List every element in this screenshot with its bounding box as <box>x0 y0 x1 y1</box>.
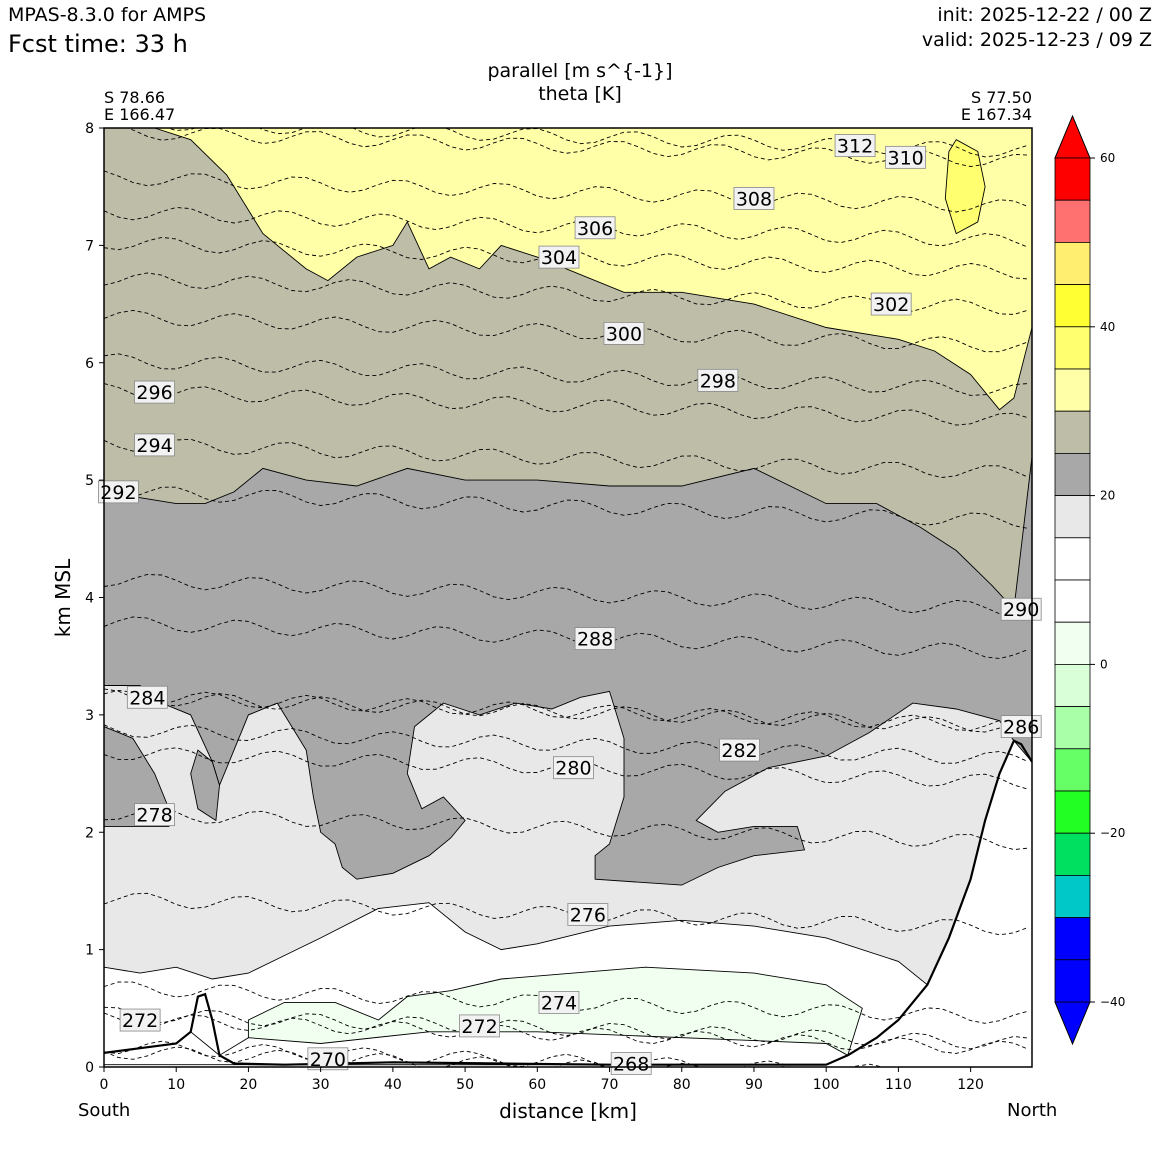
y-tick-label: 4 <box>85 591 94 607</box>
x-tick-label: 0 <box>100 1077 109 1093</box>
theta-label-text: 310 <box>887 147 923 169</box>
colorbar-segment <box>1055 158 1090 200</box>
y-tick-label: 1 <box>85 943 94 959</box>
y-axis-label: km MSL <box>51 558 75 637</box>
theta-label-text: 290 <box>1003 599 1039 621</box>
x-tick-label: 50 <box>456 1077 474 1093</box>
theta-label-text: 280 <box>555 758 591 780</box>
x-tick-label: 120 <box>957 1077 984 1093</box>
theta-label-text: 306 <box>577 218 613 240</box>
colorbar-segment <box>1055 622 1090 664</box>
colorbar-segment <box>1055 200 1090 242</box>
colorbar-segment <box>1055 411 1090 453</box>
colorbar-over-arrow <box>1055 116 1090 158</box>
colorbar: 60 40 20 0 −20 −40 <box>1055 116 1125 1044</box>
x-tick-label: 80 <box>673 1077 691 1093</box>
colorbar-tick-label: −20 <box>1100 826 1125 840</box>
colorbar-segment <box>1055 285 1090 327</box>
theta-label-text: 272 <box>122 1010 158 1032</box>
theta-label-text: 276 <box>570 904 606 926</box>
colorbar-tick-label: 20 <box>1100 489 1115 503</box>
colorbar-segment <box>1055 453 1090 495</box>
theta-label-304: 304 <box>539 246 579 269</box>
colorbar-segment <box>1055 918 1090 960</box>
theta-label-text: 286 <box>1003 717 1039 739</box>
colorbar-segment <box>1055 875 1090 917</box>
theta-label-276: 276 <box>568 903 608 926</box>
colorbar-segment <box>1055 369 1090 411</box>
theta-label-284: 284 <box>127 686 167 709</box>
y-tick-label: 6 <box>85 356 94 372</box>
theta-label-text: 284 <box>129 687 165 709</box>
theta-label-288: 288 <box>575 628 615 651</box>
theta-label-text: 302 <box>873 294 909 316</box>
theta-label-text: 294 <box>136 435 172 457</box>
colorbar-segment <box>1055 749 1090 791</box>
x-tick-label: 70 <box>601 1077 619 1093</box>
colorbar-segment <box>1055 538 1090 580</box>
theta-label-272: 272 <box>460 1015 500 1038</box>
theta-label-290: 290 <box>1001 598 1041 621</box>
y-tick-label: 0 <box>85 1060 94 1076</box>
x-tick-label: 110 <box>885 1077 912 1093</box>
theta-label-text: 296 <box>136 382 172 404</box>
colorbar-segment <box>1055 791 1090 833</box>
y-tick-label: 5 <box>85 473 94 489</box>
colorbar-segment <box>1055 960 1090 1002</box>
colorbar-tick-label: 60 <box>1100 151 1115 165</box>
theta-label-306: 306 <box>575 217 615 240</box>
theta-label-text: 288 <box>577 629 613 651</box>
x-tick-label: 10 <box>167 1077 185 1093</box>
theta-label-280: 280 <box>553 757 593 780</box>
theta-label-text: 292 <box>100 482 136 504</box>
x-tick-label: 60 <box>528 1077 546 1093</box>
x-tick-label: 40 <box>384 1077 402 1093</box>
colorbar-segment <box>1055 580 1090 622</box>
theta-label-312: 312 <box>835 135 875 158</box>
theta-label-272: 272 <box>120 1009 160 1032</box>
theta-label-text: 282 <box>721 740 757 762</box>
colorbar-segment <box>1055 242 1090 284</box>
theta-label-text: 312 <box>837 136 873 158</box>
colorbar-segment <box>1055 707 1090 749</box>
theta-label-text: 274 <box>541 992 577 1014</box>
y-tick-label: 8 <box>85 121 94 137</box>
theta-label-text: 278 <box>136 805 172 827</box>
y-tick-label: 2 <box>85 825 94 841</box>
theta-label-text: 300 <box>606 323 642 345</box>
colorbar-under-arrow <box>1055 1002 1090 1044</box>
theta-label-310: 310 <box>886 146 926 169</box>
theta-label-296: 296 <box>135 381 175 404</box>
theta-label-text: 308 <box>736 188 772 210</box>
theta-label-text: 272 <box>461 1016 497 1038</box>
theta-label-298: 298 <box>698 369 738 392</box>
theta-label-278: 278 <box>135 804 175 827</box>
x-tick-label: 30 <box>312 1077 330 1093</box>
theta-label-268: 268 <box>611 1052 651 1075</box>
theta-label-302: 302 <box>871 293 911 316</box>
theta-label-text: 298 <box>700 370 736 392</box>
colorbar-segment <box>1055 664 1090 706</box>
y-tick-label: 3 <box>85 708 94 724</box>
x-tick-label: 90 <box>745 1077 763 1093</box>
colorbar-tick-label: 0 <box>1100 657 1108 671</box>
theta-label-286: 286 <box>1001 716 1041 739</box>
colorbar-segment <box>1055 833 1090 875</box>
theta-label-308: 308 <box>734 187 774 210</box>
theta-label-text: 268 <box>613 1053 649 1075</box>
x-axis-label: distance [km] <box>499 1099 637 1123</box>
colorbar-tick-label: −40 <box>1100 995 1125 1009</box>
theta-label-text: 304 <box>541 247 577 269</box>
colorbar-tick-label: 40 <box>1100 320 1115 334</box>
theta-label-294: 294 <box>135 434 175 457</box>
x-tick-label: 100 <box>813 1077 840 1093</box>
x-tick-label: 20 <box>240 1077 258 1093</box>
theta-label-282: 282 <box>720 739 760 762</box>
theta-label-274: 274 <box>539 991 579 1014</box>
colorbar-segment <box>1055 496 1090 538</box>
y-tick-label: 7 <box>85 238 94 254</box>
theta-label-300: 300 <box>604 322 644 345</box>
colorbar-segment <box>1055 327 1090 369</box>
